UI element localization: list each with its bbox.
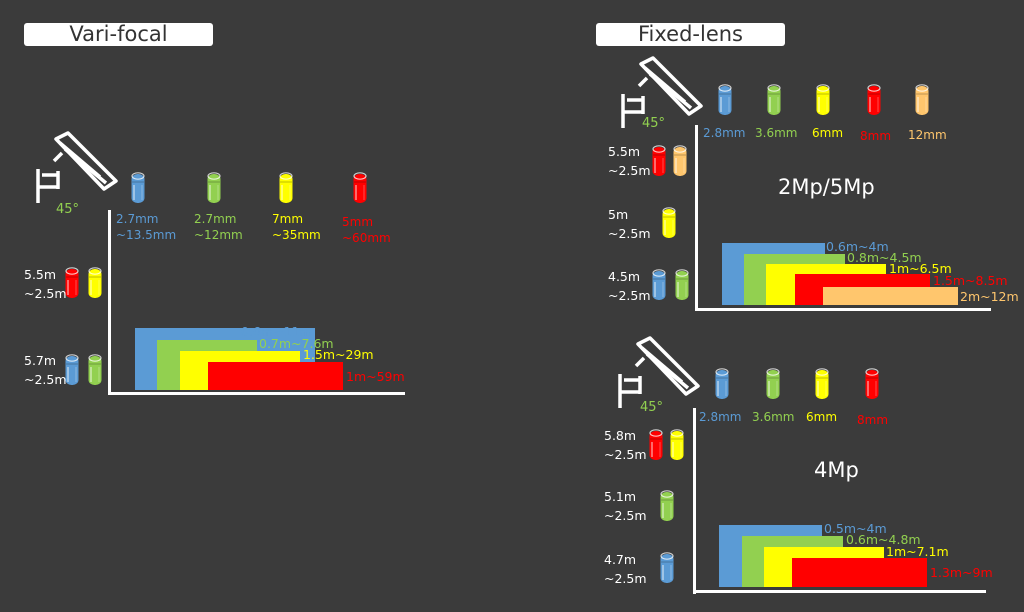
angle-label: 45° <box>642 116 666 131</box>
mount-height-max: 4.7m <box>604 552 637 567</box>
lens-focal-label: 2.7mm <box>116 212 159 226</box>
lens-focal-label: 8mm <box>857 413 889 427</box>
range-label: 0.5m~4m <box>824 521 887 536</box>
lens-icon <box>765 366 781 406</box>
lens-icon <box>352 170 368 210</box>
lens-range-label: ~35mm <box>272 228 321 242</box>
mount-height-max: 4.5m <box>608 269 641 284</box>
angle-label: 45° <box>640 400 664 415</box>
lens-icon <box>206 170 222 210</box>
mount-height-min: ~2.5m <box>604 571 647 586</box>
lens-focal-label: 12mm <box>908 128 947 142</box>
range-label: 0.6m~4m <box>826 239 889 254</box>
camera-icon <box>30 125 120 219</box>
lens-focal-label: 2.8mm <box>699 410 742 424</box>
lens-icon <box>669 427 685 467</box>
range-bar <box>792 558 927 587</box>
lens-focal-label: 3.6mm <box>752 410 795 424</box>
range-label: 0.7m~7.6m <box>259 336 334 351</box>
fixed-lens-title: Fixed-lens <box>596 23 785 46</box>
x-axis <box>695 308 991 311</box>
lens-icon <box>672 143 688 183</box>
lens-icon <box>864 366 880 406</box>
mount-height-max: 5m <box>608 207 629 222</box>
lens-range-label: ~13.5mm <box>116 228 177 242</box>
lens-icon <box>674 267 690 307</box>
lens-focal-label: 8mm <box>860 129 892 143</box>
lens-icon <box>914 82 930 122</box>
x-axis <box>693 590 986 593</box>
lens-icon <box>814 366 830 406</box>
camera-icon <box>612 330 702 424</box>
mount-height-min: ~2.5m <box>608 288 651 303</box>
lens-icon <box>130 170 146 210</box>
y-axis <box>695 125 698 311</box>
range-label: 0.6m~4.8m <box>846 532 921 547</box>
lens-focal-label: 2.7mm <box>194 212 237 226</box>
lens-icon <box>87 265 103 305</box>
mount-height-max: 5.8m <box>604 428 637 443</box>
lens-icon <box>87 352 103 392</box>
mount-height-max: 5.7m <box>24 353 57 368</box>
lens-focal-label: 3.6mm <box>755 126 798 140</box>
lens-range-label: ~12mm <box>194 228 243 242</box>
lens-icon <box>815 82 831 122</box>
lens-icon <box>651 267 667 307</box>
range-bar <box>208 362 343 390</box>
lens-icon <box>651 143 667 183</box>
range-label: 0.6m~11m <box>241 324 312 339</box>
lens-focal-label: 6mm <box>812 126 844 140</box>
lens-icon <box>659 488 675 528</box>
varifocal-title: Vari-focal <box>24 23 213 46</box>
mount-height-min: ~2.5m <box>24 286 67 301</box>
range-bar <box>823 287 958 305</box>
lens-focal-label: 6mm <box>806 410 838 424</box>
mount-height-min: ~2.5m <box>608 226 651 241</box>
angle-label: 45° <box>56 202 80 217</box>
lens-range-label: ~60mm <box>342 231 391 245</box>
x-axis <box>108 392 405 395</box>
y-axis <box>693 408 696 594</box>
y-axis <box>108 210 111 395</box>
lens-focal-label: 7mm <box>272 212 304 226</box>
lens-icon <box>659 550 675 590</box>
mount-height-max: 5.5m <box>24 267 57 282</box>
range-label: 1.5m~29m <box>303 347 374 362</box>
lens-icon <box>714 366 730 406</box>
lens-icon <box>866 82 882 122</box>
lens-focal-label: 5mm <box>342 215 374 229</box>
resolution-label: 2Mp/5Mp <box>778 175 875 199</box>
mount-height-min: ~2.5m <box>608 163 651 178</box>
mount-height-min: ~2.5m <box>604 447 647 462</box>
mount-height-max: 5.1m <box>604 489 637 504</box>
lens-icon <box>661 205 677 245</box>
lens-icon <box>64 265 80 305</box>
lens-icon <box>648 427 664 467</box>
resolution-label: 4Mp <box>814 458 859 482</box>
range-label: 0.8m~4.5m <box>847 250 922 265</box>
range-label: 1m~7.1m <box>886 544 949 559</box>
lens-icon <box>766 82 782 122</box>
range-label: 1.3m~9m <box>930 565 993 580</box>
lens-icon <box>278 170 294 210</box>
mount-height-min: ~2.5m <box>24 372 67 387</box>
camera-icon <box>615 50 705 144</box>
lens-focal-label: 2.8mm <box>703 126 746 140</box>
mount-height-max: 5.5m <box>608 144 641 159</box>
mount-height-min: ~2.5m <box>604 508 647 523</box>
range-label: 1m~59m <box>346 369 405 384</box>
lens-icon <box>64 352 80 392</box>
range-label: 1m~6.5m <box>889 261 952 276</box>
lens-icon <box>717 82 733 122</box>
range-label: 1.5m~8.5m <box>933 273 1008 288</box>
range-label: 2m~12m <box>960 289 1019 304</box>
